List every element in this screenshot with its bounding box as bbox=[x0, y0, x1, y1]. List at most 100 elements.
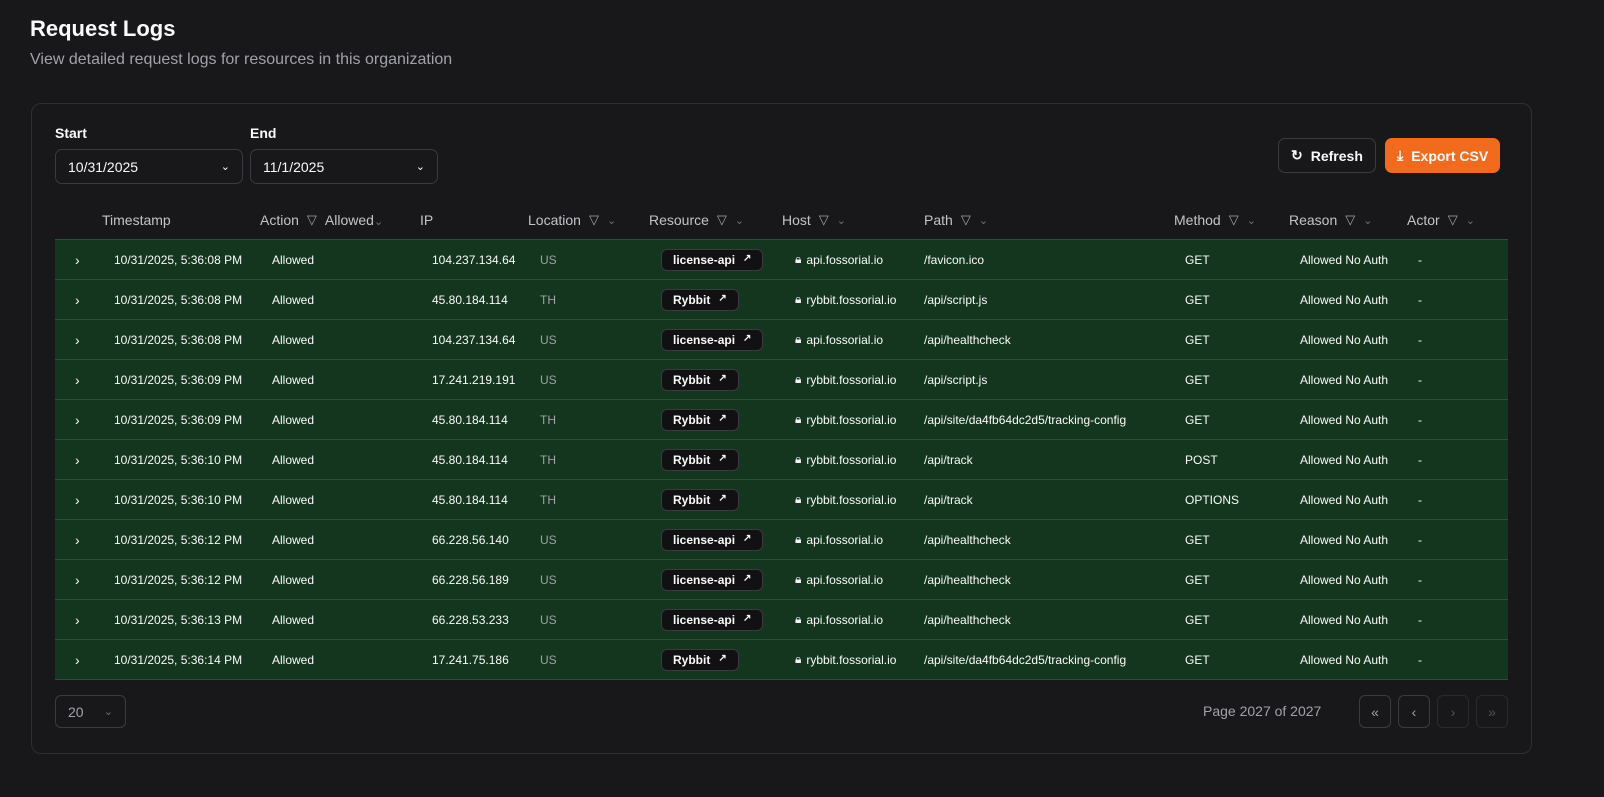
resource-link-badge[interactable]: license-api ↗ bbox=[661, 528, 764, 551]
cell-timestamp-text: 10/31/2025, 5:36:12 PM bbox=[114, 532, 243, 547]
chevron-down-icon[interactable]: ⌄ bbox=[606, 214, 617, 227]
expand-chevron-icon[interactable]: › bbox=[75, 531, 80, 548]
resource-link-badge[interactable]: Rybbit ↗ bbox=[661, 488, 739, 511]
table-row[interactable]: › 10/31/2025, 5:36:09 PM Allowed 45.80.184.… bbox=[55, 400, 1508, 440]
cell-timestamp-text: 10/31/2025, 5:36:12 PM bbox=[114, 572, 243, 587]
resource-name: Rybbit bbox=[673, 652, 711, 667]
start-date-picker[interactable]: 10/31/2025 ⌄ bbox=[55, 149, 243, 184]
cell-actor-text: - bbox=[1418, 412, 1422, 427]
cell-method: GET bbox=[1174, 253, 1289, 267]
expand-chevron-icon[interactable]: › bbox=[75, 411, 80, 428]
resource-link-badge[interactable]: Rybbit ↗ bbox=[661, 368, 739, 391]
resource-name: license-api bbox=[673, 572, 736, 587]
cell-action: Allowed bbox=[260, 533, 420, 547]
cell-timestamp: 10/31/2025, 5:36:14 PM bbox=[102, 653, 260, 667]
col-action: Action ▽ Allowed⌄ bbox=[260, 212, 384, 228]
table-row[interactable]: › 10/31/2025, 5:36:10 PM Allowed 45.80.184.… bbox=[55, 480, 1508, 520]
cell-timestamp-text: 10/31/2025, 5:36:14 PM bbox=[114, 652, 243, 667]
end-date-picker[interactable]: 11/1/2025 ⌄ bbox=[250, 149, 438, 184]
cell-ip-text: 17.241.75.186 bbox=[432, 652, 509, 667]
resource-name: license-api bbox=[673, 612, 736, 627]
expand-chevron-icon[interactable]: › bbox=[75, 651, 80, 668]
filter-icon[interactable]: ▽ bbox=[818, 212, 829, 227]
cell-method-text: GET bbox=[1185, 332, 1210, 347]
col-ip: IP bbox=[420, 212, 434, 228]
table-row[interactable]: › 10/31/2025, 5:36:13 PM Allowed 66.228.53.… bbox=[55, 600, 1508, 640]
resource-name: license-api bbox=[673, 332, 736, 347]
expand-chevron-icon[interactable]: › bbox=[75, 331, 80, 348]
expand-chevron-icon[interactable]: › bbox=[75, 571, 80, 588]
cell-actor: - bbox=[1407, 293, 1507, 307]
col-timestamp[interactable]: Timestamp bbox=[102, 212, 171, 228]
filter-icon[interactable]: ▽ bbox=[306, 212, 317, 227]
chevron-down-icon[interactable]: ⌄ bbox=[978, 214, 989, 227]
cell-actor: - bbox=[1407, 253, 1507, 267]
resource-link-badge[interactable]: Rybbit ↗ bbox=[661, 648, 739, 671]
page-size-select[interactable]: 20 ⌄ bbox=[55, 695, 126, 728]
resource-link-badge[interactable]: Rybbit ↗ bbox=[661, 288, 739, 311]
chevron-down-icon: ⌄ bbox=[415, 161, 425, 173]
expand-chevron-icon[interactable]: › bbox=[75, 371, 80, 388]
table-row[interactable]: › 10/31/2025, 5:36:09 PM Allowed 17.241.219… bbox=[55, 360, 1508, 400]
cell-timestamp-text: 10/31/2025, 5:36:09 PM bbox=[114, 372, 243, 387]
refresh-button[interactable]: ↻ Refresh bbox=[1278, 138, 1376, 173]
resource-link-badge[interactable]: Rybbit ↗ bbox=[661, 448, 739, 471]
cell-method-text: GET bbox=[1185, 572, 1210, 587]
expand-chevron-icon[interactable]: › bbox=[75, 451, 80, 468]
table-row[interactable]: › 10/31/2025, 5:36:12 PM Allowed 66.228.56.… bbox=[55, 560, 1508, 600]
expand-chevron-icon[interactable]: › bbox=[75, 251, 80, 268]
filter-icon[interactable]: ▽ bbox=[716, 212, 727, 227]
cell-ip: 66.228.56.189 bbox=[420, 573, 528, 587]
cell-timestamp: 10/31/2025, 5:36:10 PM bbox=[102, 453, 260, 467]
external-link-icon: ↗ bbox=[743, 612, 752, 624]
chevron-down-icon[interactable]: ⌄ bbox=[836, 214, 847, 227]
last-page-button[interactable]: » bbox=[1476, 695, 1508, 728]
cell-reason: Allowed No Auth bbox=[1289, 533, 1407, 547]
cell-action-text: Allowed bbox=[272, 372, 315, 387]
next-page-button[interactable]: › bbox=[1437, 695, 1469, 728]
cell-method-text: GET bbox=[1185, 612, 1210, 627]
cell-ip-text: 45.80.184.114 bbox=[432, 412, 508, 427]
table-row[interactable]: › 10/31/2025, 5:36:12 PM Allowed 66.228.56.… bbox=[55, 520, 1508, 560]
cell-actor-text: - bbox=[1418, 252, 1422, 267]
cell-host-text: api.fossorial.io bbox=[806, 532, 884, 547]
cell-action: Allowed bbox=[260, 573, 420, 587]
col-host: Host ▽ ⌄ bbox=[782, 212, 847, 228]
cell-ip-text: 66.228.56.189 bbox=[432, 572, 509, 587]
refresh-label: Refresh bbox=[1310, 147, 1363, 164]
chevron-down-icon[interactable]: ⌄ bbox=[1465, 214, 1475, 227]
cell-resource: Rybbit ↗ bbox=[649, 368, 782, 391]
expand-chevron-icon[interactable]: › bbox=[75, 291, 80, 308]
cell-method: GET bbox=[1174, 413, 1289, 427]
resource-link-badge[interactable]: license-api ↗ bbox=[661, 608, 764, 631]
expand-chevron-icon[interactable]: › bbox=[75, 491, 80, 508]
filter-icon[interactable]: ▽ bbox=[588, 212, 599, 227]
expand-chevron-icon[interactable]: › bbox=[75, 611, 80, 628]
chevron-down-icon[interactable]: ⌄ bbox=[1246, 214, 1256, 227]
chevron-down-icon[interactable]: ⌄ bbox=[1363, 214, 1373, 227]
cell-path: /api/site/da4fb64dc2d5/tracking-config bbox=[924, 413, 1174, 427]
prev-page-button[interactable]: ‹ bbox=[1398, 695, 1430, 728]
cell-host-text: rybbit.fossorial.io bbox=[806, 292, 897, 307]
resource-link-badge[interactable]: license-api ↗ bbox=[661, 328, 764, 351]
table-row[interactable]: › 10/31/2025, 5:36:08 PM Allowed 104.237.13… bbox=[55, 240, 1508, 280]
action-filter-select[interactable]: Allowed⌄ bbox=[324, 212, 384, 228]
filter-icon[interactable]: ▽ bbox=[1345, 212, 1356, 227]
resource-link-badge[interactable]: license-api ↗ bbox=[661, 568, 764, 591]
first-page-button[interactable]: « bbox=[1359, 695, 1391, 728]
table-row[interactable]: › 10/31/2025, 5:36:08 PM Allowed 45.80.184.… bbox=[55, 280, 1508, 320]
cell-path-text: /api/site/da4fb64dc2d5/tracking-config bbox=[924, 652, 1127, 667]
resource-link-badge[interactable]: license-api ↗ bbox=[661, 248, 764, 271]
table-row[interactable]: › 10/31/2025, 5:36:10 PM Allowed 45.80.184.… bbox=[55, 440, 1508, 480]
cell-location-text: TH bbox=[540, 492, 556, 507]
chevron-down-icon[interactable]: ⌄ bbox=[734, 214, 745, 227]
cell-actor: - bbox=[1407, 613, 1507, 627]
cell-location: US bbox=[528, 573, 649, 587]
filter-icon[interactable]: ▽ bbox=[1228, 212, 1239, 227]
resource-link-badge[interactable]: Rybbit ↗ bbox=[661, 408, 739, 431]
table-row[interactable]: › 10/31/2025, 5:36:14 PM Allowed 17.241.75.… bbox=[55, 640, 1508, 680]
export-csv-button[interactable]: ⤓ Export CSV bbox=[1385, 138, 1501, 173]
filter-icon[interactable]: ▽ bbox=[1447, 212, 1458, 227]
filter-icon[interactable]: ▽ bbox=[960, 212, 971, 227]
table-row[interactable]: › 10/31/2025, 5:36:08 PM Allowed 104.237.13… bbox=[55, 320, 1508, 360]
